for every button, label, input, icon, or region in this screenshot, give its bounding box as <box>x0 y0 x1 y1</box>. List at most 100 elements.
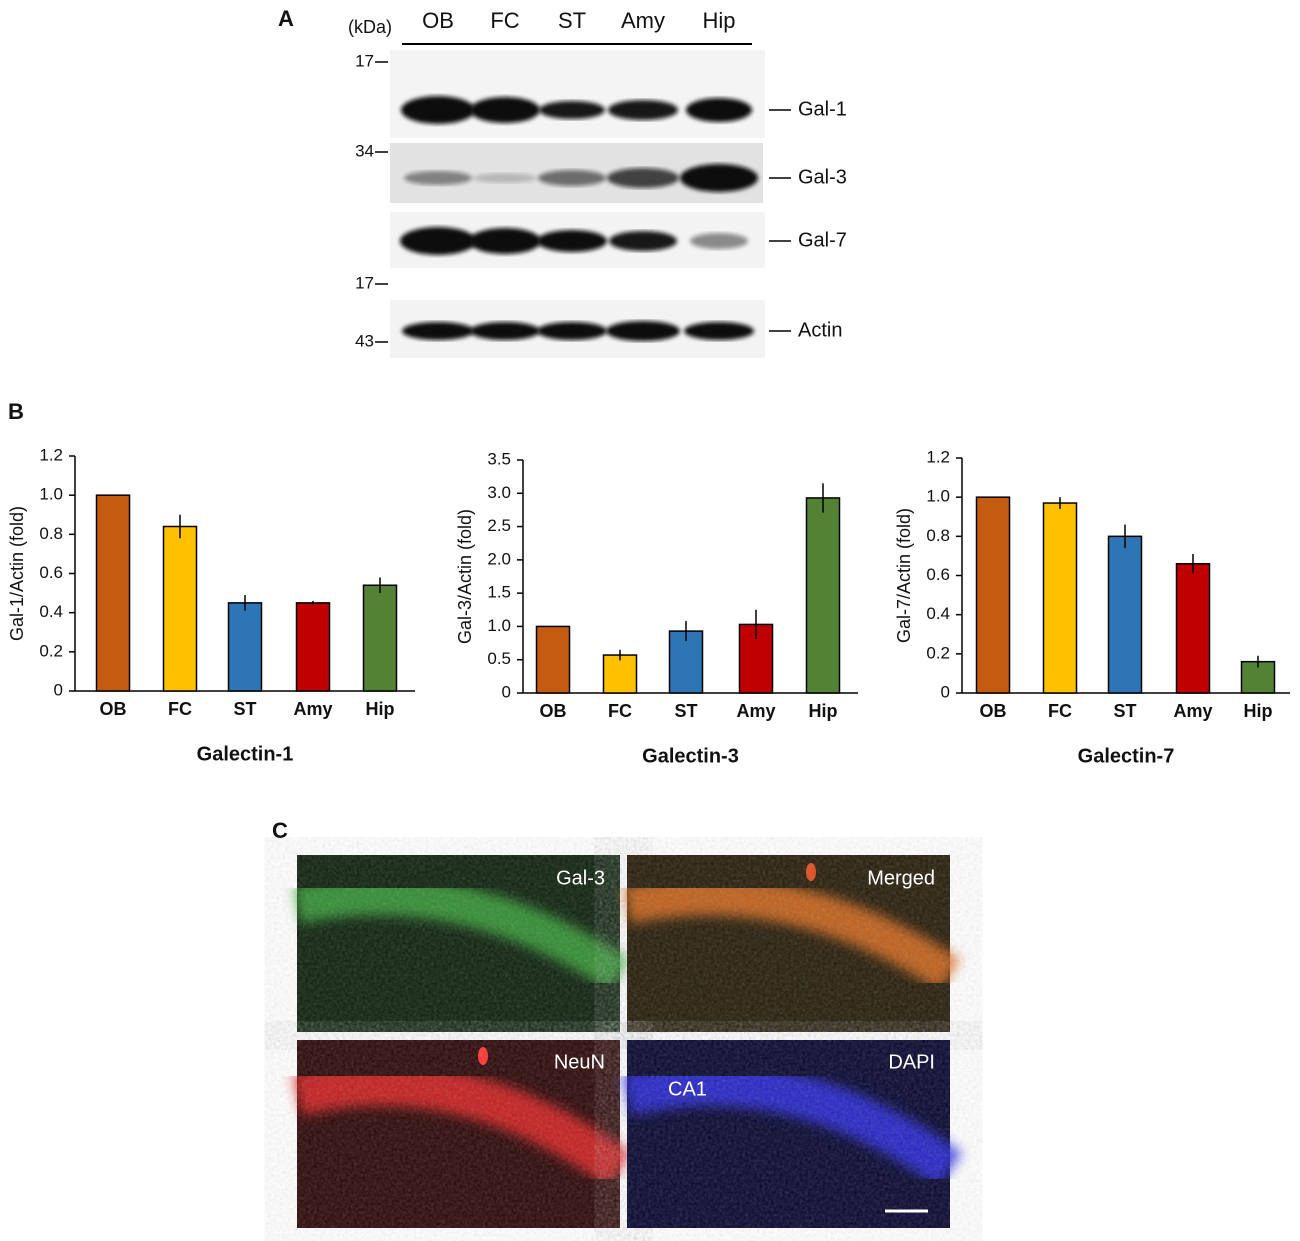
y-tick-label: 0.6 <box>39 563 63 582</box>
band <box>686 98 752 122</box>
band <box>537 322 607 340</box>
y-tick-label: 2.0 <box>487 549 511 568</box>
band <box>470 97 540 123</box>
band-label: Gal-7 <box>798 229 847 251</box>
y-tick-label: 0.6 <box>926 565 950 584</box>
bar <box>668 630 704 694</box>
x-tick-label: Amy <box>293 699 332 719</box>
micrograph <box>293 855 631 1032</box>
bar <box>1175 563 1211 694</box>
bar <box>535 625 571 694</box>
y-tick-label: 1.2 <box>926 447 950 466</box>
x-tick-label: ST <box>1113 701 1136 721</box>
x-tick-label: FC <box>608 701 632 721</box>
micrograph-label: Gal-3 <box>556 867 605 889</box>
bar <box>805 497 841 694</box>
bar <box>602 654 638 694</box>
marker-label: 17 <box>355 273 374 292</box>
band <box>606 321 680 341</box>
y-tick-label: 1.2 <box>39 445 63 464</box>
x-tick-label: FC <box>1048 701 1072 721</box>
panel-letter: A <box>278 6 294 31</box>
band <box>400 227 476 255</box>
y-tick-label: 0.2 <box>39 641 63 660</box>
x-tick-label: ST <box>674 701 697 721</box>
y-tick-label: 3.5 <box>487 449 511 468</box>
lane-label: ST <box>558 8 586 33</box>
chart-title: Galectin-3 <box>642 745 739 767</box>
marker-label: 34 <box>355 141 374 160</box>
x-tick-label: Amy <box>1173 701 1212 721</box>
y-tick-label: 3.0 <box>487 483 511 502</box>
x-tick-label: OB <box>100 699 127 719</box>
micrograph <box>292 1040 633 1228</box>
y-tick-label: 0.8 <box>39 524 63 543</box>
band <box>608 100 678 120</box>
panel-letter: B <box>8 399 24 424</box>
band <box>404 171 472 185</box>
y-tick-label: 0 <box>502 682 511 701</box>
micrograph-label: Merged <box>867 867 935 889</box>
x-tick-label: Hip <box>366 699 395 719</box>
chart-title: Galectin-7 <box>1078 745 1175 767</box>
lane-label: OB <box>422 8 454 33</box>
bar <box>1042 502 1078 694</box>
band <box>401 96 475 124</box>
micrographs: Gal-3 Merged NeuN DAPI CA1 <box>292 855 963 1228</box>
y-tick-label: 2.5 <box>487 516 511 535</box>
marker-label: 43 <box>355 331 374 350</box>
x-tick-label: ST <box>233 699 256 719</box>
band-label: Actin <box>798 319 842 341</box>
bar <box>1107 535 1143 694</box>
x-tick-label: Hip <box>809 701 838 721</box>
band-label: Gal-3 <box>798 166 847 188</box>
unit-label: (kDa) <box>348 17 392 37</box>
band <box>537 230 607 252</box>
y-tick-label: 1.0 <box>926 487 950 506</box>
lane-label: Hip <box>702 8 735 33</box>
band <box>607 168 679 188</box>
marker-label: 17 <box>355 51 374 70</box>
western-blot: (kDa) OB FC ST Amy Hip 17 34 17 43 Gal-1 Gal-3 Gal-… <box>348 8 847 358</box>
bar <box>295 602 331 692</box>
y-tick-label: 1.0 <box>39 485 63 504</box>
x-tick-label: Hip <box>1244 701 1273 721</box>
y-tick-label: 0.5 <box>487 649 511 668</box>
bar <box>227 602 263 692</box>
blot-strip <box>390 50 765 138</box>
y-tick-label: 0 <box>54 680 63 699</box>
y-axis-label: Gal-3/Actin (fold) <box>455 509 475 644</box>
band <box>470 322 540 340</box>
chart-title: Galectin-1 <box>197 743 294 765</box>
y-tick-label: 0.8 <box>926 526 950 545</box>
x-tick-label: OB <box>540 701 567 721</box>
band <box>539 101 605 119</box>
y-tick-label: 0 <box>941 682 950 701</box>
micrograph-label: DAPI <box>888 1051 935 1073</box>
x-tick-label: OB <box>980 701 1007 721</box>
band-label: Gal-1 <box>798 98 847 120</box>
micrograph-label: NeuN <box>554 1051 605 1073</box>
y-tick-label: 1.0 <box>487 616 511 635</box>
x-tick-label: Amy <box>736 701 775 721</box>
band <box>609 231 677 251</box>
bar <box>162 525 198 692</box>
lane-label: Amy <box>621 8 665 33</box>
band <box>473 173 537 183</box>
bar <box>362 584 398 692</box>
bar <box>95 494 131 692</box>
y-tick-label: 0.4 <box>926 604 950 623</box>
panel-letter: C <box>272 818 288 843</box>
y-tick-label: 0.4 <box>39 602 63 621</box>
band <box>469 228 541 254</box>
band <box>680 164 758 192</box>
band <box>402 322 474 340</box>
y-axis-label: Gal-1/Actin (fold) <box>7 506 27 641</box>
band <box>684 322 754 340</box>
y-tick-label: 1.5 <box>487 583 511 602</box>
micrograph <box>623 855 961 1032</box>
y-axis-label: Gal-7/Actin (fold) <box>894 508 914 643</box>
band <box>538 170 606 186</box>
bar <box>975 496 1011 694</box>
